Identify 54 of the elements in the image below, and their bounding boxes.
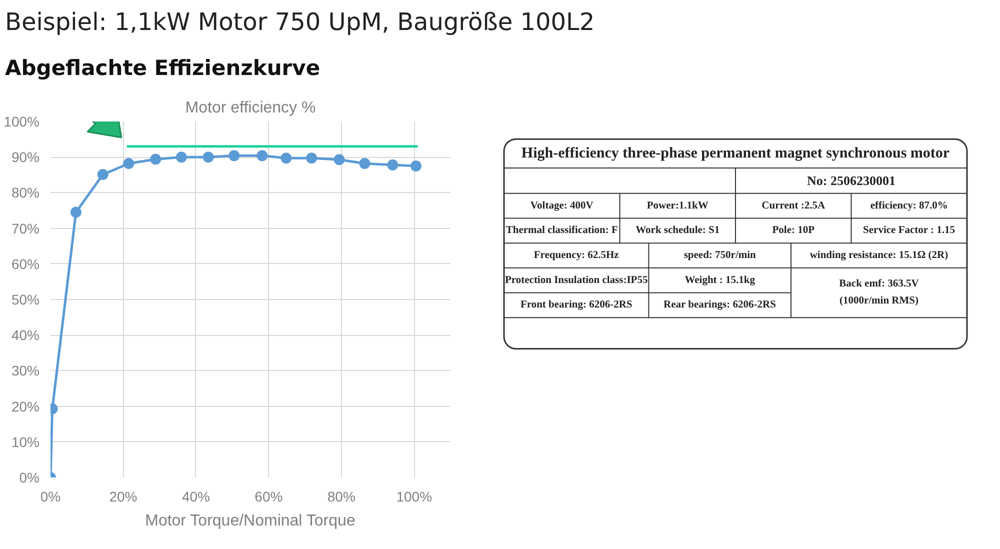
x-tick-label: 60% [254,488,283,505]
point [228,150,240,162]
point [150,154,162,166]
y-tick-label: 10% [11,434,40,450]
point [359,158,370,170]
text: Current :2.5A [762,200,826,212]
text: speed: 750r/min [684,250,756,262]
text: Frequency: 62.5Hz [534,250,620,262]
text: Rear bearings: 6206-2RS [664,300,776,311]
chart-title: Motor efficiency % [185,100,316,117]
text: Pole: 10P [772,225,816,236]
text: Work schedule: S1 [636,225,720,236]
text: Front bearing: 6206-2RS [520,300,632,311]
text: Thermal classification: F [506,225,618,236]
y-tick-label: 40% [11,327,40,344]
y-tick-label: 90% [11,149,40,166]
y-tick-label: 100% [4,114,40,130]
text: efficiency: 87.0% [870,200,948,212]
text: Protection Insulation class:IP55 [504,275,648,286]
point [280,152,292,164]
y-tick-label: 0% [19,470,40,486]
text: Beispiel: 1,1kW Motor 750 UpM, Baugröße 100L2 [5,7,595,38]
y-tick-label: 60% [11,256,40,272]
x-tick-label: 0% [40,488,61,505]
text: Voltage: 400V [530,200,594,212]
text: Weight : 15.1kg [684,275,756,286]
point [306,152,318,164]
x-tick-label: 20% [109,488,138,505]
point [123,158,134,170]
point [334,154,345,166]
y-tick-label: 20% [11,398,40,415]
text: High-efficiency three-phase permanent magnet synchronous motor [521,146,950,162]
text: Power:1.1kW [646,200,709,212]
point [97,169,108,180]
x-tick-label: 80% [327,488,356,505]
text: Back emf: 363.5V [839,278,920,290]
text: Service Factor : 1.15 [863,225,955,236]
y-tick-label: 70% [11,220,40,237]
text: winding resistance: 15.1Ω (2R) [810,250,949,262]
point [202,152,214,163]
point [70,207,82,218]
x-tick-label: 40% [182,488,210,505]
y-tick-label: 50% [11,292,40,308]
point [256,150,268,162]
point [387,160,398,171]
y-tick-label: 30% [11,362,40,379]
text: No: 2506230001 [807,174,896,189]
text: Abgeflachte Effizienzkurve [5,55,320,82]
text: (1000r/min RMS) [839,296,920,307]
x-tick-label: 100% [396,488,432,505]
x-axis-title: Motor Torque/Nominal Torque [145,512,356,530]
point [176,152,187,163]
point [410,160,422,172]
y-tick-label: 80% [11,184,40,201]
